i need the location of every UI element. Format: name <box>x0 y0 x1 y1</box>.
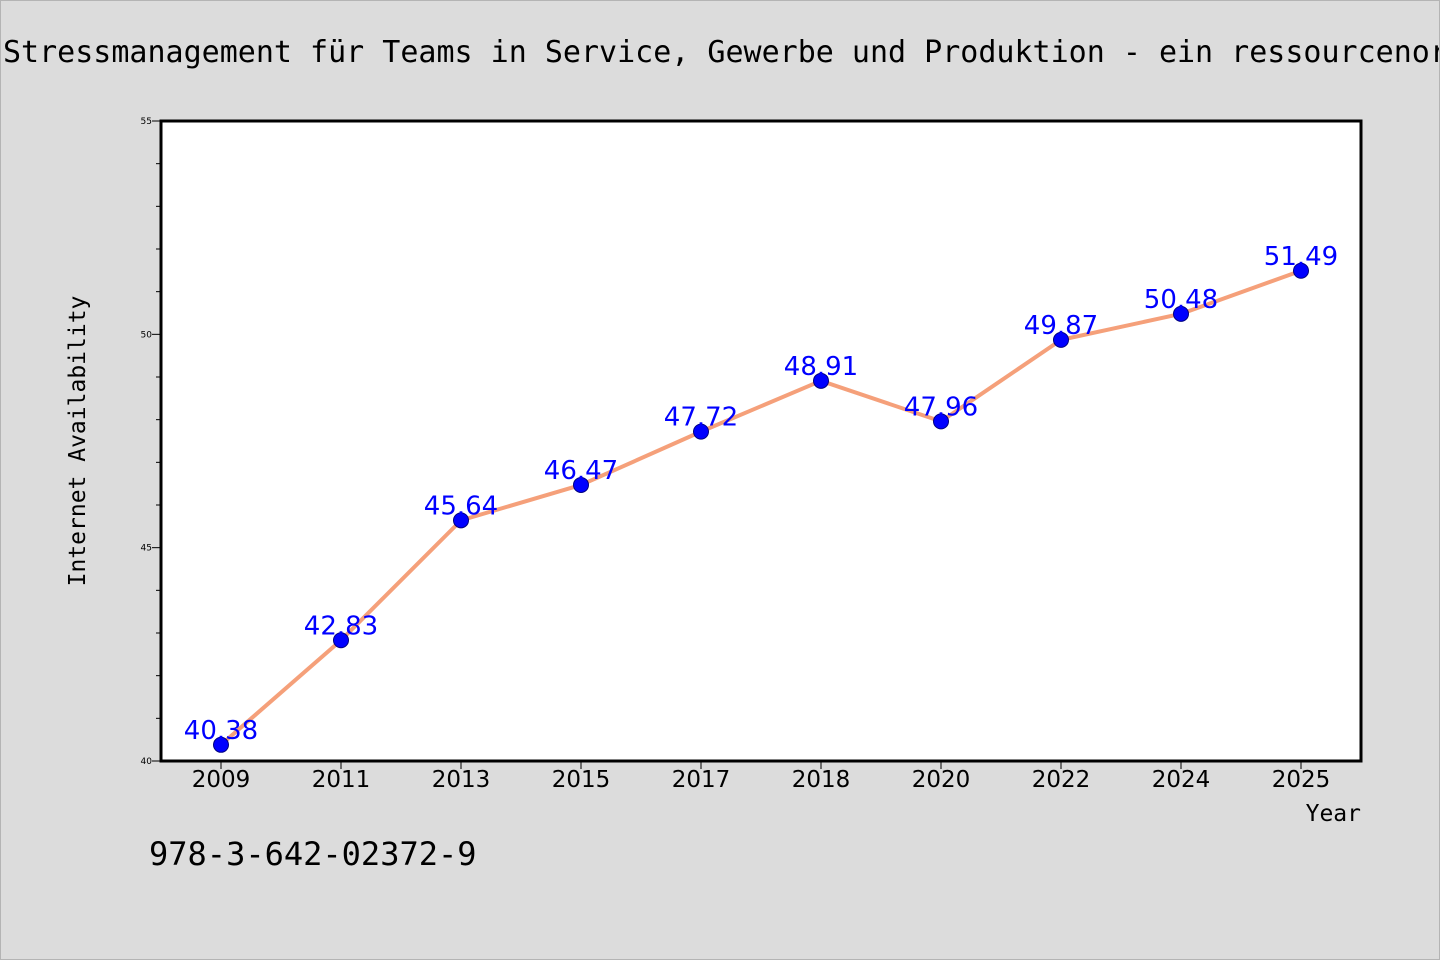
y-tick-label: 40 <box>141 757 153 767</box>
x-tick-label: 2025 <box>1272 767 1331 793</box>
data-label: 49.87 <box>1024 311 1098 341</box>
x-tick-label: 2017 <box>672 767 731 793</box>
data-label: 40.38 <box>184 716 258 746</box>
isbn-footnote: 978-3-642-02372-9 <box>149 835 477 873</box>
x-tick-label: 2020 <box>912 767 971 793</box>
data-point <box>693 423 709 440</box>
chart-title: Stressmanagement für Teams in Service, G… <box>3 35 1440 70</box>
x-tick-label: 2024 <box>1152 767 1211 793</box>
y-tick-label: 45 <box>141 544 152 554</box>
x-tick-label: 2013 <box>432 767 491 793</box>
x-tick-label: 2009 <box>192 767 251 793</box>
data-label: 51.49 <box>1264 242 1338 272</box>
data-label: 42.83 <box>304 611 378 641</box>
data-label: 47.96 <box>904 392 978 422</box>
x-tick-label: 2018 <box>792 767 851 793</box>
plot-frame <box>159 119 1363 763</box>
plot-area <box>161 121 1361 761</box>
data-point <box>813 372 829 389</box>
data-label: 47.72 <box>664 403 738 433</box>
data-point <box>1053 331 1069 348</box>
data-point <box>213 736 229 753</box>
x-axis-label: Year <box>1306 801 1361 827</box>
data-label: 48.91 <box>784 352 858 382</box>
x-tick-label: 2015 <box>552 767 611 793</box>
data-point <box>573 476 589 493</box>
x-tick-label: 2011 <box>312 767 371 793</box>
y-axis-label: Internet Availability <box>65 296 91 587</box>
x-tick-label: 2022 <box>1032 767 1091 793</box>
data-point <box>1173 305 1189 322</box>
data-label: 45.64 <box>424 491 498 521</box>
data-point <box>333 632 349 649</box>
data-label: 46.47 <box>544 456 618 486</box>
y-tick-label: 50 <box>141 330 153 340</box>
data-label: 50.48 <box>1144 285 1218 315</box>
y-tick-label: 55 <box>141 117 152 127</box>
series-line <box>219 268 1303 747</box>
data-point <box>1293 262 1309 279</box>
data-point <box>453 512 469 529</box>
data-point <box>933 413 949 430</box>
